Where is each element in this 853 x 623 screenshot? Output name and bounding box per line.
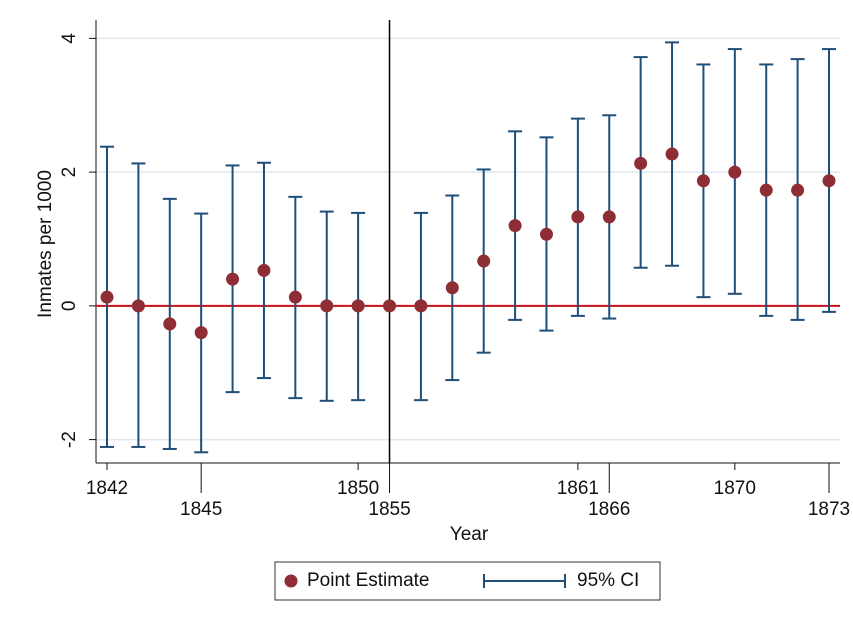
point <box>696 174 710 188</box>
y-tick-label: 4 <box>59 33 80 44</box>
point <box>194 326 208 340</box>
point <box>602 210 616 224</box>
point <box>414 299 428 313</box>
x-tick-label: 1855 <box>368 499 410 520</box>
y-tick-label: -2 <box>59 431 80 448</box>
x-tick-label: 1870 <box>714 478 756 499</box>
point <box>477 254 491 268</box>
point <box>320 299 334 313</box>
y-tick-label: 2 <box>59 167 80 178</box>
x-tick-label: 1861 <box>557 478 599 499</box>
point <box>665 147 679 161</box>
point <box>226 272 240 286</box>
x-tick-label: 1873 <box>808 499 850 520</box>
point <box>163 317 177 331</box>
y-axis-label: Inmates per 1000 <box>35 170 56 318</box>
point <box>634 156 648 170</box>
point <box>791 183 805 197</box>
point <box>257 263 271 277</box>
point <box>131 299 145 313</box>
point <box>728 165 742 179</box>
point <box>445 281 459 295</box>
x-tick-label: 1845 <box>180 499 222 520</box>
x-tick-label: 1850 <box>337 478 379 499</box>
point <box>571 210 585 224</box>
point <box>822 174 836 188</box>
x-tick-label: 1842 <box>86 478 128 499</box>
point <box>508 219 522 233</box>
legend-label: 95% CI <box>577 570 639 591</box>
x-tick-label: 1866 <box>588 499 630 520</box>
point <box>100 290 114 304</box>
legend-marker <box>284 574 298 588</box>
point <box>351 299 365 313</box>
y-tick-label: 0 <box>59 301 80 312</box>
legend-label: Point Estimate <box>307 570 430 591</box>
x-axis-label: Year <box>450 524 489 545</box>
point <box>759 183 773 197</box>
point <box>539 227 553 241</box>
point <box>288 290 302 304</box>
legend-box <box>274 561 661 601</box>
point <box>383 299 397 313</box>
